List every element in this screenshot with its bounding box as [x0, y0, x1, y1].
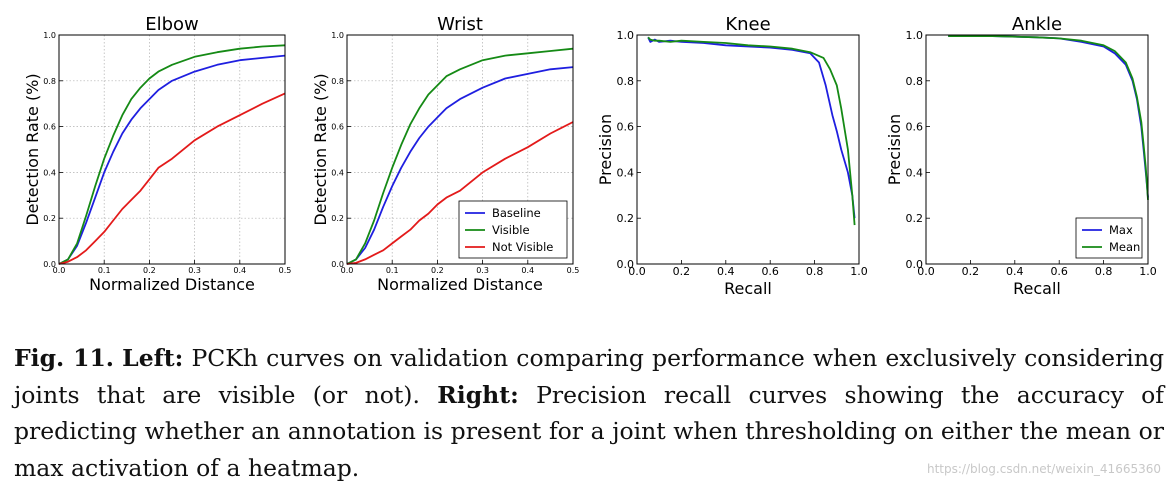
x-tick-label: 0.0	[341, 266, 354, 275]
y-tick-label: 0.8	[43, 77, 56, 86]
y-tick-label: 0.8	[617, 75, 635, 88]
x-tick-label: 0.4	[717, 265, 735, 278]
plot-frame	[925, 34, 1149, 265]
x-tick-label: 0.4	[521, 266, 534, 275]
x-tick-label: 0.2	[962, 265, 980, 278]
x-tick-label: 0.3	[188, 266, 201, 275]
y-tick-label: 0.6	[43, 123, 56, 132]
y-tick-label: 0.0	[617, 258, 635, 271]
x-tick-label: 0.2	[431, 266, 444, 275]
y-tick-label: 0.0	[43, 260, 56, 269]
x-tick-label: 0.4	[1006, 265, 1024, 278]
x-tick-label: 0.2	[673, 265, 691, 278]
caption-left-label: Left:	[122, 344, 184, 372]
x-tick-label: 0.0	[917, 265, 935, 278]
y-axis-label: Detection Rate (%)	[311, 73, 330, 225]
x-tick-label: 1.0	[850, 265, 868, 278]
chart-ankle: 0.0 0.2 0.4 0.6 0.8 1.0 0.0 0.2 0.4 0.6 0.8 1.0 Ankl…	[885, 14, 1157, 298]
y-axis-label: Precision	[885, 114, 904, 185]
y-tick-label: 0.4	[906, 166, 924, 179]
y-tick-label: 1.0	[331, 31, 344, 40]
y-tick-label: 0.6	[906, 121, 924, 134]
series-line-not-visible	[58, 92, 286, 265]
x-tick-label: 0.4	[233, 266, 246, 275]
x-tick-label: 0.6	[761, 265, 779, 278]
plot-frame	[58, 34, 286, 265]
x-tick-label: 0.1	[98, 266, 111, 275]
x-tick-label: 0.0	[628, 265, 646, 278]
chart-title: Wrist	[437, 14, 483, 35]
y-tick-label: 0.0	[331, 260, 344, 269]
chart-title: Knee	[725, 14, 770, 35]
series-line-visible	[58, 44, 286, 265]
x-tick-label: 0.8	[1095, 265, 1113, 278]
legend: Max Mean	[1075, 217, 1143, 259]
y-tick-label: 0.0	[906, 258, 924, 271]
y-tick-label: 0.2	[43, 214, 56, 223]
y-tick-label: 0.2	[617, 212, 635, 225]
chart-title: Elbow	[145, 14, 199, 35]
y-tick-label: 0.4	[331, 168, 344, 177]
x-tick-label: 0.5	[567, 266, 580, 275]
x-axis-label: Normalized Distance	[89, 275, 255, 294]
plot-frame	[636, 34, 860, 265]
y-axis-label: Detection Rate (%)	[23, 73, 42, 225]
series-line-visible	[346, 47, 574, 265]
x-tick-label: 0.6	[1050, 265, 1068, 278]
x-tick-label: 1.0	[1139, 265, 1157, 278]
legend-label: Baseline	[492, 206, 541, 220]
caption-right-label: Right:	[437, 380, 519, 409]
y-tick-label: 0.8	[331, 77, 344, 86]
caption-label: Fig. 11.	[14, 344, 114, 372]
legend-box	[1075, 217, 1143, 259]
y-tick-label: 0.2	[331, 214, 344, 223]
plot-frame	[346, 34, 574, 265]
y-tick-label: 1.0	[906, 29, 924, 42]
legend: Baseline Visible Not Visible	[458, 200, 568, 259]
series-line-mean	[948, 35, 1149, 200]
chart-title: Ankle	[1012, 14, 1062, 35]
y-tick-label: 1.0	[43, 31, 56, 40]
chart-elbow: 0.0 0.1 0.2 0.3 0.4 0.5 0.0 0.2 0.4 0.6 0.8 1.0 Elbo…	[23, 14, 291, 294]
y-tick-label: 1.0	[617, 29, 635, 42]
x-tick-label: 0.3	[476, 266, 489, 275]
charts-canvas: 0.0 0.1 0.2 0.3 0.4 0.5 0.0 0.2 0.4 0.6 0.8 1.0 Elbo…	[23, 14, 1157, 298]
y-tick-label: 0.4	[617, 166, 635, 179]
y-tick-label: 0.6	[331, 123, 344, 132]
legend-label: Max	[1109, 223, 1133, 237]
x-axis-label: Recall	[724, 279, 772, 298]
series-line-max	[647, 36, 856, 219]
caption-left-text: PCKh curves on validation comparing perf…	[14, 344, 1164, 409]
x-tick-label: 0.5	[279, 266, 292, 275]
y-tick-label: 0.4	[43, 168, 56, 177]
series-line-baseline	[346, 66, 574, 265]
chart-knee: 0.0 0.2 0.4 0.6 0.8 1.0 0.0 0.2 0.4 0.6 0.8 1.0 Knee…	[596, 14, 868, 298]
series-line-baseline	[58, 54, 286, 265]
y-tick-label: 0.6	[617, 121, 635, 134]
legend-label: Mean	[1109, 240, 1140, 254]
legend-label: Not Visible	[492, 240, 553, 254]
x-tick-label: 0.2	[143, 266, 156, 275]
y-axis-label: Precision	[596, 114, 615, 185]
y-tick-label: 0.2	[906, 212, 924, 225]
chart-wrist: 0.0 0.1 0.2 0.3 0.4 0.5 0.0 0.2 0.4 0.6 0.8 1.0 Wris…	[311, 14, 579, 294]
x-tick-label: 0.1	[386, 266, 399, 275]
series-line-mean	[647, 36, 856, 226]
watermark: https://blog.csdn.net/weixin_41665360	[926, 462, 1161, 476]
figure-caption: Fig. 11. Left: PCKh curves on validation…	[14, 340, 1164, 486]
x-axis-label: Normalized Distance	[377, 275, 543, 294]
y-tick-label: 0.8	[906, 75, 924, 88]
legend-label: Visible	[492, 223, 530, 237]
x-tick-label: 0.8	[806, 265, 824, 278]
series-line-max	[948, 35, 1149, 198]
series-line-not-visible	[346, 121, 574, 265]
caption-right-text: Precision recall curves showing the accu…	[14, 380, 1165, 482]
x-tick-label: 0.0	[53, 266, 66, 275]
x-axis-label: Recall	[1013, 279, 1061, 298]
